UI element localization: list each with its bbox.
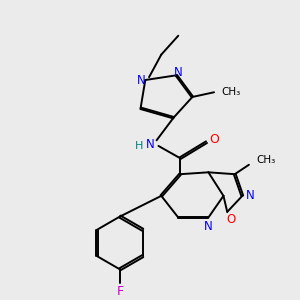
Text: N: N [146,138,154,151]
Text: CH₃: CH₃ [222,87,241,97]
Text: N: N [137,74,146,86]
Text: O: O [209,133,219,146]
Text: N: N [174,66,183,79]
Text: N: N [245,189,254,203]
Text: O: O [226,213,236,226]
Text: N: N [204,220,213,233]
Text: CH₃: CH₃ [256,155,276,165]
Text: H: H [134,141,143,151]
Text: F: F [116,285,123,298]
